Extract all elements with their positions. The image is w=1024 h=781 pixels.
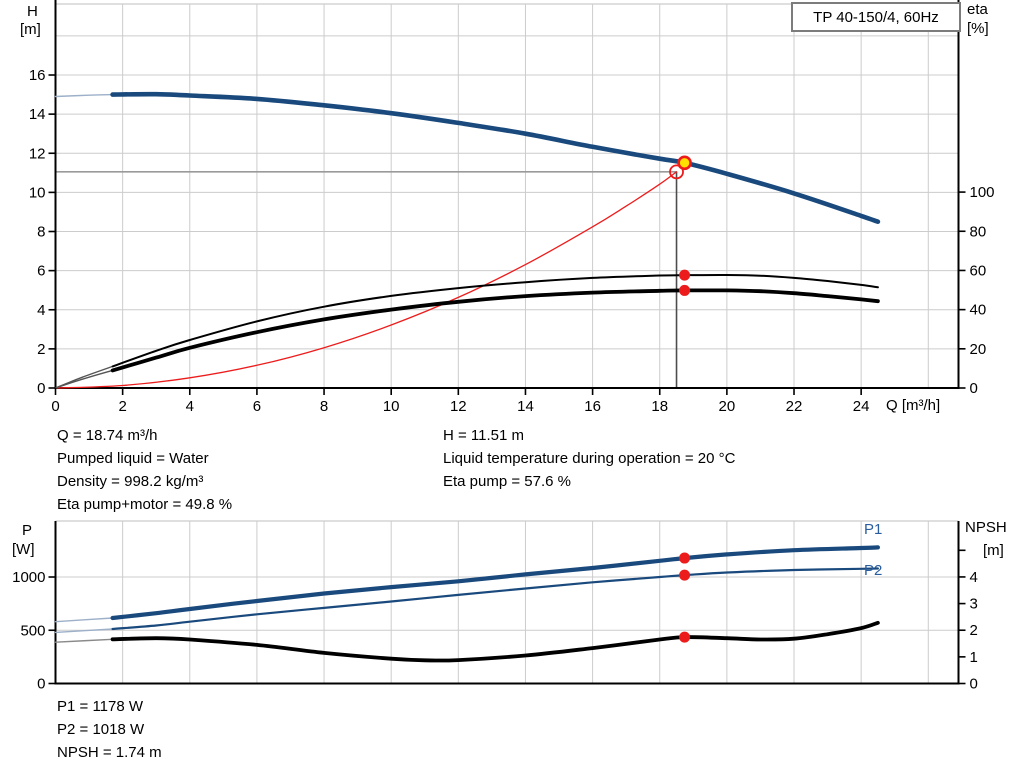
- p1-curve-extrapolated: [54, 617, 114, 623]
- npsh-curve: [110, 620, 880, 663]
- y-tick-label: 1: [970, 649, 978, 666]
- info-line: Liquid temperature during operation = 20…: [443, 450, 736, 467]
- y-tick-label: 6: [37, 263, 45, 280]
- y-tick-label: 20: [970, 341, 987, 358]
- npsh-curve-extrapolated: [54, 638, 114, 643]
- result-column: P1 = 1178 W P2 = 1018 W NPSH = 1.74 m: [57, 695, 162, 764]
- info-line: H = 11.51 m: [443, 427, 525, 444]
- duty-point[interactable]: [677, 155, 692, 171]
- h-axis-title: H: [27, 3, 38, 20]
- x-tick-label: 20: [719, 398, 736, 415]
- duty-info-left-column: Q = 18.74 m³/h Pumped liquid = Water Den…: [57, 424, 232, 516]
- p1-point: [679, 552, 691, 564]
- x-tick-label: 16: [584, 398, 601, 415]
- x-tick-label: 12: [450, 398, 467, 415]
- y-tick-label: 1000: [12, 569, 45, 586]
- x-tick-label: 4: [186, 398, 194, 415]
- eta-pump-motor-point: [679, 284, 691, 296]
- y-tick-label: 40: [970, 302, 987, 319]
- result-line: P1 = 1178 W: [57, 698, 144, 715]
- npsh-axis-title: NPSH: [965, 519, 1007, 536]
- npsh-axis-unit: [m]: [983, 542, 1004, 559]
- y-tick-label: 0: [970, 676, 978, 693]
- q-axis-title: Q [m³/h]: [886, 397, 941, 414]
- h-axis-unit: [m]: [20, 21, 41, 38]
- h-q-chart: 0 2 4 6 8 10 12 14 16 18 20 22 240246810121416020406…: [29, 0, 995, 415]
- result-line: NPSH = 1.74 m: [57, 744, 162, 761]
- p1-curve-label: P1: [864, 521, 883, 538]
- y-tick-label: 0: [37, 380, 45, 397]
- duty-info-right-column: H = 11.51 m Liquid temperature during op…: [443, 424, 735, 493]
- eta-axis-unit: [%]: [967, 20, 989, 37]
- y-tick-label: 2: [37, 341, 45, 358]
- p2-curve-label: P2: [864, 562, 883, 579]
- y-tick-label: 12: [29, 145, 46, 162]
- y-tick-label: 10: [29, 184, 46, 201]
- y-tick-label: 8: [37, 224, 45, 241]
- y-tick-label: 4: [37, 302, 45, 319]
- y-tick-label: 14: [29, 106, 46, 123]
- pump-type-title: TP 40-150/4, 60Hz: [791, 2, 961, 32]
- x-tick-label: 22: [786, 398, 803, 415]
- info-line: Density = 998.2 kg/m³: [57, 473, 204, 490]
- eta-pump-curve: [111, 273, 879, 368]
- y-tick-label: 60: [970, 262, 987, 279]
- x-tick-label: 2: [118, 398, 126, 415]
- y-tick-label: 500: [20, 622, 45, 639]
- info-line: Eta pump+motor = 49.8 %: [57, 496, 233, 513]
- npsh-point: [679, 631, 691, 643]
- eta-axis-title: eta: [967, 1, 988, 18]
- system-curve: [54, 171, 678, 389]
- x-tick-label: 8: [320, 398, 328, 415]
- x-tick-label: 18: [651, 398, 668, 415]
- p-axis-title: P: [22, 522, 33, 539]
- p2-point: [679, 569, 691, 581]
- eta-pump-motor-curve-extrapolated: [54, 369, 114, 389]
- info-line: Pumped liquid = Water: [57, 450, 209, 467]
- y-tick-label: 4: [970, 569, 978, 586]
- p1-curve: [110, 545, 880, 621]
- p2-curve: [111, 567, 879, 631]
- x-tick-label: 24: [853, 398, 870, 415]
- y-tick-label: 0: [37, 676, 45, 693]
- y-tick-label: 2: [970, 622, 978, 639]
- head-curve-extrapolated: [54, 93, 114, 98]
- info-line: Eta pump = 57.6 %: [443, 473, 571, 490]
- requested-duty-point: [669, 164, 684, 180]
- y-tick-label: 100: [970, 184, 995, 201]
- x-tick-label: 6: [253, 398, 261, 415]
- y-tick-label: 80: [970, 223, 987, 240]
- power-npsh-chart: 0 500 1000 0 1 2 3 4: [12, 520, 978, 693]
- p-axis-unit: [W]: [12, 541, 35, 558]
- x-tick-label: 10: [383, 398, 400, 415]
- p2-curve-extrapolated: [54, 628, 114, 634]
- y-tick-label: 0: [970, 380, 978, 397]
- head-curve: [110, 91, 881, 224]
- y-tick-label: 16: [29, 67, 46, 84]
- eta-pump-point: [679, 269, 691, 281]
- x-tick-label: 14: [517, 398, 534, 415]
- result-line: P2 = 1018 W: [57, 721, 145, 738]
- x-tick-label: 0: [51, 398, 59, 415]
- y-tick-label: 3: [970, 596, 978, 613]
- eta-pump-motor-curve: [110, 288, 880, 373]
- info-line: Q = 18.74 m³/h: [57, 427, 158, 444]
